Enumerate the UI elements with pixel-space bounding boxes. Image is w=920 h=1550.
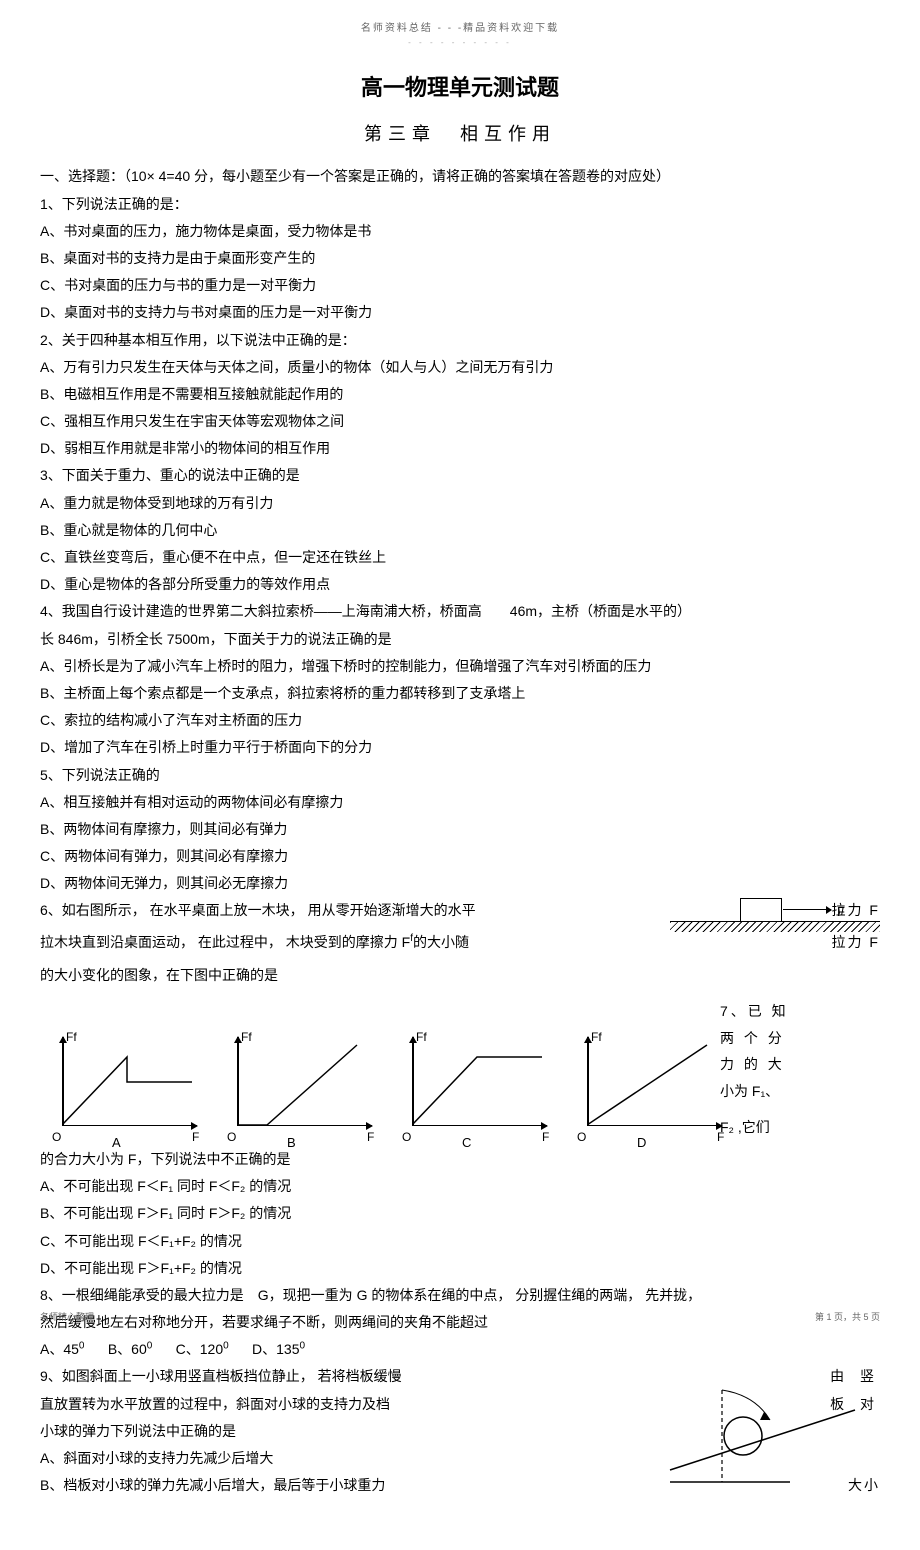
q3-stem: 3、下面关于重力、重心的说法中正确的是 [40,463,880,488]
q6-line3: 的大小变化的图象，在下图中正确的是 [40,963,880,988]
q2-A: A、万有引力只发生在天体与天体之间，质量小的物体（如人与人）之间无万有引力 [40,355,880,380]
q7-B: B、不可能出现 F＞F₁ 同时 F＞F₂ 的情况 [40,1201,880,1226]
q7-D: D、不可能出现 F＞F₁+F₂ 的情况 [40,1256,880,1281]
q6-block-icon [740,898,782,922]
chartC-O: O [402,1127,411,1149]
chartD-xlabel: F [717,1127,724,1149]
q6-line2a: 拉木块直到沿桌面运动， 在此过程中， 木块受到的摩擦力 F [40,930,410,955]
chartD-line-icon [587,1037,722,1125]
chartC-letter: C [462,1131,471,1154]
chartC-line-icon [412,1037,547,1125]
chartC-xlabel: F [542,1127,549,1149]
chart-A: Ff O F A [40,1031,205,1141]
q1-B: B、桌面对书的支持力是由于桌面形变产生的 [40,246,880,271]
q7-C: C、不可能出现 F＜F₁+F₂ 的情况 [40,1229,880,1254]
chartA-O: O [52,1127,61,1149]
q7-A: A、不可能出现 F＜F₁ 同时 F＜F₂ 的情况 [40,1174,880,1199]
q5-C: C、两物体间有弹力，则其间必有摩擦力 [40,844,880,869]
q4-stem2: 长 846m，引桥全长 7500m，下面关于力的说法正确的是 [40,627,880,652]
q2-B: B、电磁相互作用是不需要相互接触就能起作用的 [40,382,880,407]
q5-A: A、相互接触并有相对运动的两物体间必有摩擦力 [40,790,880,815]
q1-D: D、桌面对书的支持力与书对桌面的压力是一对平衡力 [40,300,880,325]
title-main: 高一物理单元测试题 [40,68,880,108]
q8-A: A、45 [40,1341,79,1357]
chartB-xlabel: F [367,1127,374,1149]
r7-l4: 小为 F₁、 [720,1078,810,1105]
q8-stem1: 8、一根细绳能承受的最大拉力是 G，现把一重为 G 的物体系在绳的中点， 分别握… [40,1283,880,1308]
q4-A: A、引桥长是为了减小汽车上桥时的阻力，增强下桥时的控制能力，但确增强了汽车对引桥… [40,654,880,679]
q8-B-deg: 0 [147,1341,153,1352]
chart-C: Ff O F C [390,1031,555,1141]
footer-left: 名师精心整理 [40,1309,94,1325]
q7-stem: 的合力大小为 F，下列说法中不正确的是 [40,1147,880,1172]
chartA-letter: A [112,1131,121,1154]
q8-A-deg: 0 [79,1341,85,1352]
charts-row: Ff O F A Ff O F B Ff O F C Ff O F D [40,998,880,1141]
section-intro: 一、选择题：（10× 4=40 分，每小题至少有一个答案是正确的，请将正确的答案… [40,164,880,189]
r7-l3: 力 的 大 [720,1051,810,1078]
q5-stem: 5、下列说法正确的 [40,763,880,788]
q9-diagram [660,1360,860,1480]
chartB-line-icon [237,1037,372,1125]
q6-line2c: 拉力 F [832,930,880,955]
chartA-xlabel: F [192,1127,199,1149]
q2-C: C、强相互作用只发生在宇宙天体等宏观物体之间 [40,409,880,434]
chartB-letter: B [287,1131,296,1154]
header-dots: - - - - - - - - - - [40,36,880,50]
q1-A: A、书对桌面的压力，施力物体是桌面，受力物体是书 [40,219,880,244]
q8-D-deg: 0 [300,1341,306,1352]
q2-D: D、弱相互作用就是非常小的物体间的相互作用 [40,436,880,461]
q5-B: B、两物体间有摩擦力，则其间必有弹力 [40,817,880,842]
q6-line1a: 6、如右图所示， 在水平桌面上放一木块， 用从零开始逐渐增大的水平 [40,898,665,923]
q8-C: C、120 [176,1341,223,1357]
q9-l1a: 9、如图斜面上一小球用竖直档板挡位静止， 若将档板缓慢 [40,1364,620,1389]
q4-B: B、主桥面上每个索点都是一个支承点，斜拉索将桥的重力都转移到了支承塔上 [40,681,880,706]
q8-D: D、135 [252,1341,299,1357]
q9-Ba: B、档板对小球的弹力先减小后增大，最后等于小球重力 [40,1473,620,1498]
q6-line2b: 的大小随 [413,930,469,955]
q8-B: B、60 [108,1341,147,1357]
chart-B: Ff O F B [215,1031,380,1141]
chart-D: Ff O F D [565,1031,730,1141]
q1-C: C、书对桌面的压力与书的重力是一对平衡力 [40,273,880,298]
chartD-letter: D [637,1131,646,1154]
q6-F-label: F [837,900,845,923]
footer-right: 第 1 页，共 5 页 [815,1309,880,1325]
q3-A: A、重力就是物体受到地球的万有引力 [40,491,880,516]
q6-surface-icon [670,921,880,932]
r7-l1: 7、已 知 [720,998,810,1025]
q5-D: D、两物体间无弹力，则其间必无摩擦力 [40,871,880,896]
q4-C: C、索拉的结构减小了汽车对主桥面的压力 [40,708,880,733]
q8-options: A、450 B、600 C、1200 D、1350 [40,1337,880,1362]
q3-B: B、重心就是物体的几何中心 [40,518,880,543]
q7-right-text: 7、已 知 两 个 分 力 的 大 小为 F₁、 F₂ ,它们 [720,998,810,1141]
r7-l5: F₂ ,它们 [720,1114,810,1141]
q4-stem1: 4、我国自行设计建造的世界第二大斜拉索桥——上海南浦大桥，桥面高 46m，主桥（… [40,599,880,624]
q1-stem: 1、下列说法正确的是： [40,192,880,217]
q6-diagram: F [670,898,880,922]
q3-C: C、直铁丝变弯后，重心便不在中点，但一定还在铁丝上 [40,545,880,570]
q6-arrow-icon [783,909,831,910]
q4-D: D、增加了汽车在引桥上时重力平行于桥面向下的分力 [40,735,880,760]
title-sub: 第三章 相互作用 [40,118,880,150]
q9-l2a: 直放置转为水平放置的过程中，斜面对小球的支持力及档 [40,1392,620,1417]
chartD-O: O [577,1127,586,1149]
footer: 名师精心整理 第 1 页，共 5 页 [40,1309,880,1325]
q8-C-deg: 0 [223,1341,229,1352]
chartB-O: O [227,1127,236,1149]
r7-l2: 两 个 分 [720,1025,810,1052]
chartA-line-icon [62,1037,197,1125]
q2-stem: 2、关于四种基本相互作用，以下说法中正确的是： [40,328,880,353]
q3-D: D、重心是物体的各部分所受重力的等效作用点 [40,572,880,597]
